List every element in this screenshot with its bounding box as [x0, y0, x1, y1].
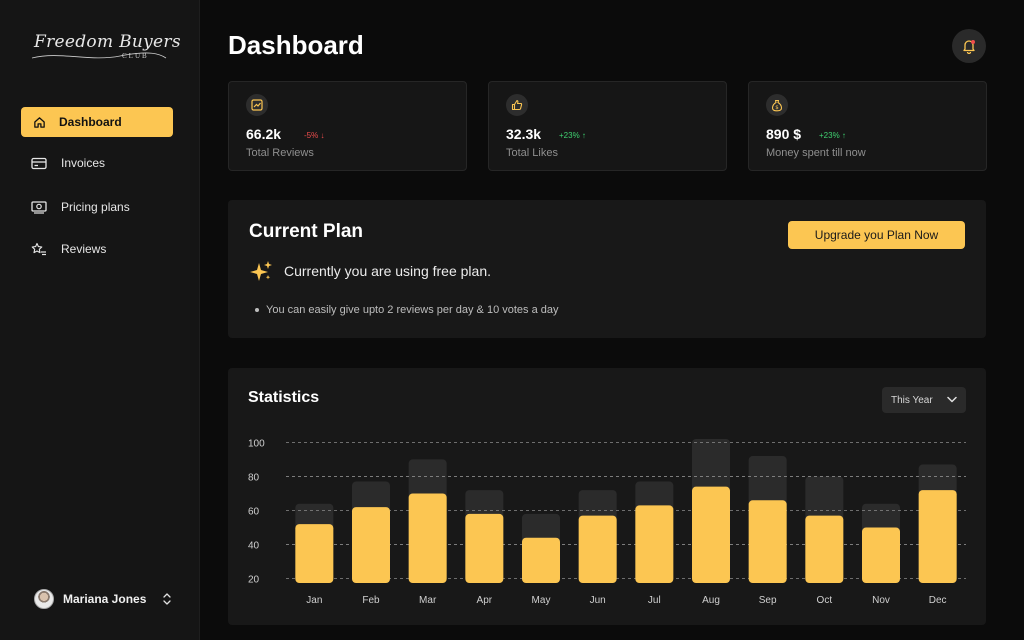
chart-bar — [295, 524, 334, 583]
sidebar-item-label: Invoices — [61, 156, 106, 170]
stat-change: -5% ↓ — [304, 131, 325, 140]
stat-card-reviews: 66.2k -5% ↓ Total Reviews — [228, 81, 467, 171]
chart-x-tick-label: Sep — [759, 595, 777, 606]
chart-bar — [748, 500, 787, 583]
sparkles-icon — [250, 261, 272, 281]
stat-card-likes: 32.3k +23% ↑ Total Likes — [488, 81, 727, 171]
chart-icon — [246, 94, 268, 116]
sidebar-item-pricing-plans[interactable]: Pricing plans — [21, 192, 173, 222]
thumbs-up-icon — [506, 94, 528, 116]
stat-card-money: $ 890 $ +23% ↑ Money spent till now — [748, 81, 987, 171]
sidebar-item-invoices[interactable]: Invoices — [21, 148, 173, 178]
chevron-down-icon — [947, 396, 957, 403]
brand-sub: CLUB — [122, 52, 149, 60]
upgrade-plan-button[interactable]: Upgrade you Plan Now — [788, 221, 965, 249]
stat-value: 890 $ — [766, 126, 802, 142]
money-bag-icon: $ — [766, 94, 788, 116]
money-icon — [31, 199, 47, 215]
chart-x-tick-label: Oct — [817, 595, 833, 606]
logo-swash-icon — [31, 52, 167, 59]
chart-x-tick-label: Jan — [306, 595, 322, 606]
chart-x-tick-label: Jul — [648, 595, 661, 606]
chart-y-tick-label: 100 — [248, 438, 265, 449]
stat-label: Total Reviews — [246, 147, 314, 159]
brand-logo[interactable]: Freedom Buyers CLUB — [30, 28, 181, 68]
sidebar-item-label: Reviews — [61, 242, 107, 256]
chart-x-tick-label: Mar — [419, 595, 437, 606]
statistics-chart: 20 40 60 80 100 Jan Feb Mar Apr May Jun Jul Aug Sep Oc… — [248, 438, 966, 606]
stat-label: Total Likes — [506, 147, 558, 159]
chart-bar — [918, 490, 957, 583]
stat-value: 66.2k — [246, 126, 282, 142]
avatar — [34, 589, 54, 609]
chart-y-tick-label: 20 — [248, 575, 260, 586]
plan-note-text: You can easily give upto 2 reviews per d… — [266, 304, 559, 316]
chart-x-tick-label: Aug — [702, 595, 720, 606]
sidebar-item-reviews[interactable]: Reviews — [21, 234, 173, 264]
range-select[interactable]: This Year — [882, 387, 966, 413]
chart-bar — [692, 486, 730, 583]
sidebar: Freedom Buyers CLUB Dashboard Invoices P… — [0, 0, 200, 640]
stat-change: +23% ↑ — [819, 131, 846, 140]
range-value: This Year — [891, 394, 933, 406]
chart-x-tick-label: Feb — [362, 595, 380, 606]
svg-text:$: $ — [775, 105, 779, 111]
statistics-title: Statistics — [248, 389, 320, 406]
chart-bar — [352, 507, 390, 583]
card-icon — [31, 155, 47, 171]
chart-y-tick-label: 40 — [248, 541, 260, 552]
stat-change: +23% ↑ — [559, 131, 586, 140]
chart-bar — [862, 527, 900, 583]
plan-title: Current Plan — [249, 221, 364, 242]
notifications-button[interactable] — [952, 29, 986, 63]
sidebar-item-label: Dashboard — [59, 115, 122, 129]
current-plan-panel: Current Plan Upgrade you Plan Now Curren… — [228, 200, 986, 338]
chart-x-tick-label: Jun — [590, 595, 606, 606]
star-list-icon — [31, 241, 47, 257]
bell-icon — [963, 40, 975, 54]
chart-bar — [805, 515, 844, 583]
plan-status: Currently you are using free plan. — [249, 260, 491, 282]
stat-value: 32.3k — [506, 126, 542, 142]
chart-x-tick-label: Dec — [929, 595, 947, 606]
statistics-panel: Statistics This Year 20 40 60 80 100 Jan Feb Ma… — [228, 368, 986, 625]
chart-x-tick-label: Nov — [872, 595, 890, 606]
brand-name: Freedom Buyers — [34, 32, 181, 52]
sidebar-item-dashboard[interactable]: Dashboard — [21, 107, 173, 137]
plan-status-text: Currently you are using free plan. — [284, 263, 491, 279]
chevron-up-down-icon[interactable] — [160, 589, 174, 609]
bullet-dot — [255, 308, 259, 312]
home-icon — [31, 114, 47, 130]
user-name: Mariana Jones — [63, 592, 147, 606]
chart-bar — [635, 505, 674, 583]
page-title: Dashboard — [228, 30, 364, 60]
chart-bar — [408, 493, 447, 583]
user-profile[interactable]: Mariana Jones — [34, 588, 174, 610]
plan-note: You can easily give upto 2 reviews per d… — [255, 304, 559, 316]
chart-bar — [465, 513, 504, 583]
chart-y-tick-label: 80 — [248, 472, 260, 483]
stat-label: Money spent till now — [766, 147, 866, 159]
chart-x-tick-label: Apr — [477, 595, 493, 606]
chart-bar — [578, 515, 617, 583]
chart-x-tick-label: May — [532, 595, 551, 606]
chart-y-tick-label: 60 — [248, 507, 260, 518]
chart-bar — [522, 537, 560, 583]
sidebar-item-label: Pricing plans — [61, 200, 130, 214]
